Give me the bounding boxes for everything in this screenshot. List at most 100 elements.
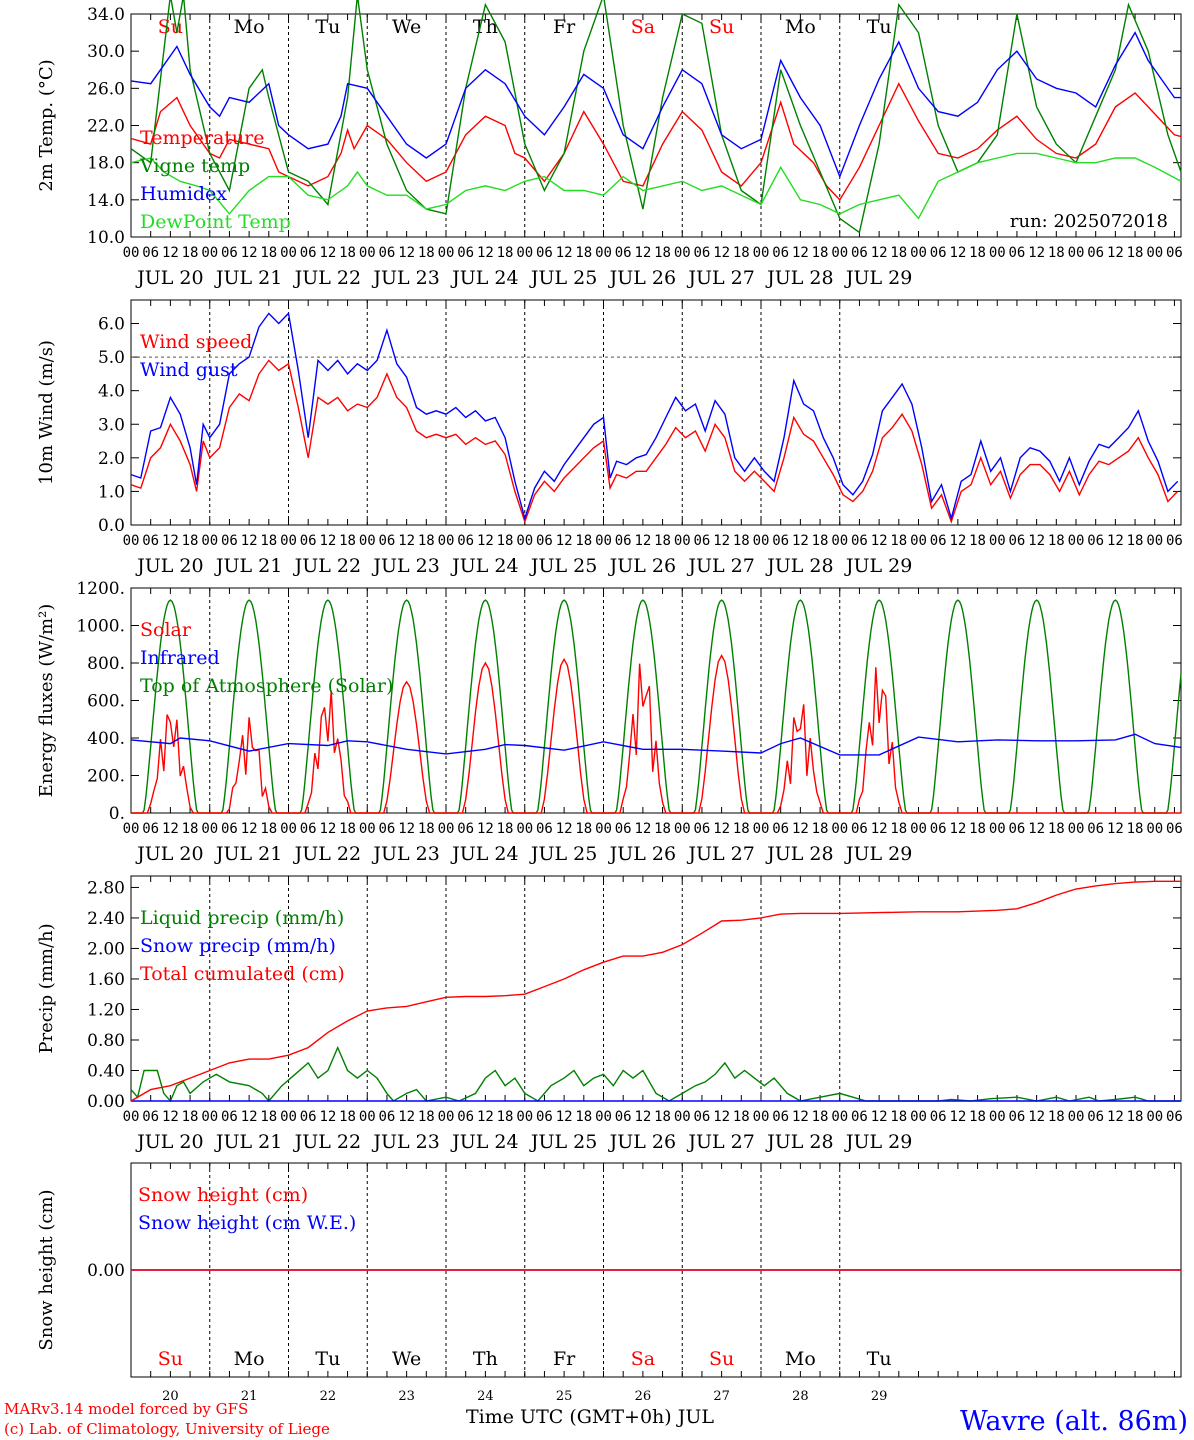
hour-tick-label: 12 [162,533,179,549]
hour-tick-label: 18 [260,533,277,549]
hour-tick-label: 18 [733,245,750,261]
date-number: 28 [792,1389,809,1404]
hour-tick-label: 18 [890,245,907,261]
hour-tick-label: 12 [556,821,573,837]
hour-tick-label: 00 [438,245,455,261]
hour-tick-label: 12 [1028,821,1045,837]
date-label: JUL 25 [529,1131,597,1153]
weekday-label: Th [473,16,498,38]
hour-tick-label: 06 [851,821,868,837]
hour-tick-label: 06 [694,1109,711,1125]
hour-tick-label: 06 [615,245,632,261]
panel-frame-3 [130,587,1182,814]
hour-tick-label: 00 [753,245,770,261]
hour-tick-label: 06 [457,1109,474,1125]
date-label: JUL 25 [529,843,597,865]
hour-tick-label: 00 [123,245,140,261]
hour-tick-label: 06 [221,533,238,549]
legend-entry: Snow height (cm) [138,1184,308,1206]
hour-tick-label: 12 [319,245,336,261]
hour-tick-label: 00 [989,821,1006,837]
weekday-label-bottom: Mo [234,1348,265,1370]
date-label: JUL 20 [135,267,203,289]
legend-entry: Liquid precip (mm/h) [140,907,344,929]
series-line-infrared [130,733,1182,756]
date-label: JUL 28 [765,843,833,865]
y-tick-label: 0. [109,804,125,824]
y-tick-label: 10.0 [87,228,125,248]
hour-tick-label: 12 [634,245,651,261]
hour-tick-label: 06 [930,1109,947,1125]
hour-tick-label: 12 [241,1109,258,1125]
series-line-humidex [130,31,1181,179]
weekday-label-bottom: Su [709,1348,734,1370]
weekday-label: Fr [553,16,576,38]
date-label: JUL 23 [371,1131,439,1153]
hour-tick-label: 18 [1048,533,1065,549]
date-label: JUL 26 [608,1131,676,1153]
hour-tick-label: 12 [241,245,258,261]
hour-tick-label: 18 [733,533,750,549]
date-number: 23 [398,1389,415,1404]
hour-tick-label: 18 [812,1109,829,1125]
hour-tick-label: 06 [851,1109,868,1125]
date-label: JUL 27 [686,555,754,577]
hour-tick-label: 06 [1009,821,1026,837]
date-label: JUL 29 [844,555,912,577]
hour-tick-label: 12 [792,245,809,261]
date-label: JUL 27 [686,843,754,865]
run-annotation: run: 2025072018 [1010,211,1168,232]
weekday-label-bottom: Th [473,1348,498,1370]
hour-tick-label: 06 [536,821,553,837]
hour-tick-label: 12 [871,1109,888,1125]
hour-tick-label: 00 [438,1109,455,1125]
hour-tick-label: 06 [615,533,632,549]
y-tick-label: 18.0 [87,154,125,174]
date-label: JUL 24 [450,843,518,865]
hour-tick-label: 12 [949,1109,966,1125]
hour-tick-label: 06 [379,245,396,261]
date-label: JUL 29 [844,1131,912,1153]
hour-tick-label: 06 [772,1109,789,1125]
hour-tick-label: 06 [142,245,159,261]
hour-tick-label: 12 [162,1109,179,1125]
hour-tick-label: 18 [1127,1109,1144,1125]
weekday-label-bottom: Sa [631,1348,655,1370]
hour-tick-label: 06 [536,533,553,549]
y-tick-label: 0.40 [87,1061,125,1081]
hour-tick-label: 00 [516,821,533,837]
hour-tick-label: 12 [477,821,494,837]
y-tick-label: 2.40 [87,909,125,929]
date-number: 26 [635,1389,652,1404]
hour-tick-label: 06 [142,533,159,549]
hour-tick-label: 18 [339,245,356,261]
hour-tick-label: 06 [772,245,789,261]
hour-tick-label: 12 [162,245,179,261]
hour-tick-label: 06 [1166,821,1183,837]
y-axis-label: 2m Temp. (°C) [36,59,57,191]
hour-tick-label: 06 [1166,1109,1183,1125]
series-line-total-cumulated-cm- [130,880,1181,1102]
hour-tick-label: 00 [1146,1109,1163,1125]
hour-tick-label: 06 [1166,533,1183,549]
hour-tick-label: 00 [1068,1109,1085,1125]
hour-tick-label: 18 [1127,245,1144,261]
hour-tick-label: 12 [477,245,494,261]
hour-tick-label: 18 [418,1109,435,1125]
hour-tick-label: 06 [851,245,868,261]
hour-tick-label: 12 [634,821,651,837]
y-tick-label: 6.0 [98,315,125,335]
hour-tick-label: 12 [871,821,888,837]
date-label: JUL 26 [608,555,676,577]
hour-tick-label: 06 [615,821,632,837]
hour-tick-label: 06 [142,821,159,837]
hour-tick-label: 18 [1048,1109,1065,1125]
legend-entry: Solar [140,619,192,641]
legend-entry: Vigne temp [139,155,250,177]
hour-tick-label: 18 [1127,821,1144,837]
hour-tick-label: 12 [949,245,966,261]
series-line-temperature [130,82,1182,201]
panel-frame-2 [130,299,1182,526]
hour-tick-label: 18 [654,821,671,837]
hour-tick-label: 18 [339,821,356,837]
